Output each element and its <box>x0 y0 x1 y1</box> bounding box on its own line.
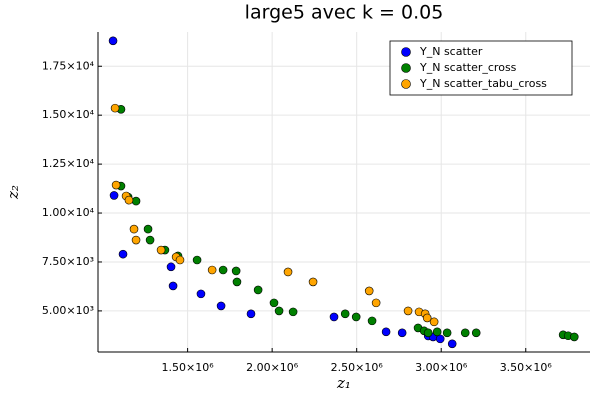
x-tick-label: 2.00×10⁶ <box>246 361 299 374</box>
legend-marker <box>401 47 411 57</box>
legend-box <box>389 40 573 96</box>
point <box>231 266 241 276</box>
point <box>442 328 452 338</box>
point <box>364 286 374 296</box>
legend-marker <box>401 79 411 89</box>
legend-label: Y_N scatter <box>419 45 483 58</box>
x-tick-label: 2.50×10⁶ <box>331 361 384 374</box>
point <box>109 191 119 200</box>
x-axis-label: z₁ <box>336 374 351 392</box>
y-tick-label: 7.50×10³ <box>42 255 94 268</box>
point <box>471 328 481 338</box>
x-tick-label: 1.50×10⁶ <box>162 361 215 374</box>
point <box>145 235 155 245</box>
x-tick-label: 3.50×10⁶ <box>500 361 553 374</box>
point <box>274 306 284 316</box>
point <box>447 339 457 349</box>
point <box>429 317 439 327</box>
point <box>118 249 128 259</box>
point <box>403 306 413 316</box>
legend-label: Y_N scatter_tabu_cross <box>419 77 547 90</box>
y-tick-label: 1.75×10⁴ <box>42 59 95 72</box>
y-axis-label: z₂ <box>4 185 22 200</box>
y-tick-label: 1.00×10⁴ <box>42 206 95 219</box>
point <box>218 265 228 275</box>
point <box>168 281 178 291</box>
y-tick-label: 1.50×10⁴ <box>42 108 95 121</box>
point <box>196 289 206 299</box>
point <box>156 245 166 255</box>
point <box>108 36 118 46</box>
point <box>246 309 256 319</box>
point <box>422 313 432 323</box>
legend-marker <box>401 63 411 73</box>
point <box>124 195 134 205</box>
point <box>460 328 470 338</box>
point <box>435 334 445 344</box>
point <box>340 309 350 319</box>
point <box>253 285 263 295</box>
point <box>131 235 141 245</box>
point <box>269 298 279 308</box>
point <box>283 267 293 277</box>
point <box>232 277 242 287</box>
point <box>397 328 407 338</box>
point <box>111 180 121 190</box>
point <box>329 312 339 322</box>
point <box>129 224 139 234</box>
legend-label: Y_N scatter_cross <box>419 61 517 74</box>
y-tick-label: 1.25×10⁴ <box>42 157 95 170</box>
x-tick-label: 3.00×10⁶ <box>415 361 468 374</box>
y-tick-label: 5.00×10³ <box>42 304 94 317</box>
point <box>569 332 579 342</box>
point <box>432 327 442 337</box>
chart-title: large5 avec k = 0.05 <box>245 2 444 24</box>
point <box>423 328 433 338</box>
point <box>175 255 185 265</box>
point <box>308 277 318 287</box>
point <box>143 224 153 234</box>
point <box>207 265 217 275</box>
point <box>371 298 381 308</box>
point <box>351 312 361 322</box>
point <box>381 327 391 337</box>
point <box>288 307 298 317</box>
point <box>110 103 120 113</box>
point <box>367 316 377 326</box>
point <box>216 301 226 311</box>
point <box>166 262 176 272</box>
point <box>192 255 202 265</box>
point <box>131 196 141 206</box>
